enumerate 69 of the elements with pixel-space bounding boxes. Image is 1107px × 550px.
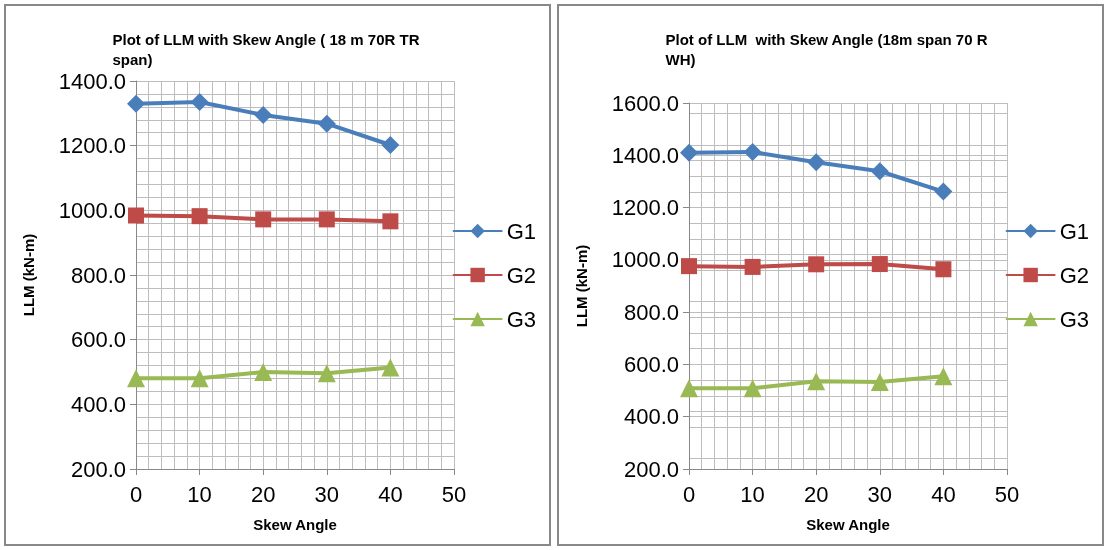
y-tick-label: 600.0 bbox=[623, 351, 679, 377]
y-tick-label: 800.0 bbox=[70, 262, 126, 288]
chart-title: Plot of LLM with Skew Angle ( 18 m 70R TR span) bbox=[112, 30, 424, 68]
point bbox=[934, 367, 953, 386]
point bbox=[381, 358, 400, 377]
y-tick-label: 1000.0 bbox=[611, 247, 679, 273]
y-tick-label: 1200.0 bbox=[611, 195, 679, 221]
y-tick-label: 1400.0 bbox=[58, 68, 126, 94]
x-tick-label: 0 bbox=[682, 481, 696, 507]
y-tick-label: 600.0 bbox=[70, 327, 126, 353]
x-tick-label: 20 bbox=[803, 481, 829, 507]
x-tick-label: 30 bbox=[867, 481, 893, 507]
legend-label: G2 bbox=[506, 262, 537, 288]
y-tick-label: 400.0 bbox=[623, 404, 679, 430]
legend-label: G2 bbox=[1059, 262, 1090, 288]
point bbox=[680, 379, 698, 398]
legend-label: G1 bbox=[1059, 218, 1090, 244]
point bbox=[254, 363, 273, 381]
point bbox=[743, 379, 762, 398]
point bbox=[871, 256, 888, 273]
x-tick-label: 10 bbox=[740, 481, 765, 507]
x-axis-title: Skew Angle bbox=[806, 516, 890, 533]
y-tick-label: 200.0 bbox=[70, 456, 126, 482]
y-tick-label: 1600.0 bbox=[611, 90, 679, 116]
x-tick-label: 40 bbox=[378, 481, 403, 507]
point bbox=[317, 114, 336, 133]
point bbox=[127, 94, 145, 113]
y-axis-title: LLM (kN-m) bbox=[20, 233, 37, 317]
point bbox=[681, 258, 697, 275]
legend-label: G1 bbox=[506, 218, 537, 244]
x-tick-label: 50 bbox=[994, 481, 1020, 507]
legend-label: G3 bbox=[1059, 306, 1090, 332]
x-tick-label: 50 bbox=[441, 481, 467, 507]
x-tick-label: 30 bbox=[314, 481, 340, 507]
point bbox=[255, 211, 272, 228]
y-axis-title: LLM (kN-m) bbox=[573, 244, 590, 328]
point bbox=[382, 213, 399, 230]
y-tick-label: 800.0 bbox=[623, 299, 679, 325]
x-tick-label: 0 bbox=[129, 481, 143, 507]
point bbox=[254, 105, 273, 124]
point bbox=[318, 211, 335, 228]
point bbox=[128, 207, 144, 224]
x-tick-label: 10 bbox=[187, 481, 212, 507]
point bbox=[743, 142, 762, 161]
y-tick-label: 1400.0 bbox=[611, 142, 679, 168]
point bbox=[191, 208, 208, 225]
chart-title: Plot of LLM with Skew Angle (18m span 70 R WH) bbox=[665, 30, 992, 68]
point bbox=[190, 369, 209, 388]
x-axis-title: Skew Angle bbox=[253, 516, 337, 533]
point bbox=[744, 258, 761, 275]
y-tick-label: 200.0 bbox=[623, 456, 679, 482]
point bbox=[317, 364, 336, 383]
x-tick-label: 40 bbox=[931, 481, 956, 507]
point bbox=[870, 372, 889, 391]
point bbox=[680, 143, 698, 162]
point bbox=[935, 261, 952, 278]
point bbox=[381, 136, 400, 155]
point bbox=[190, 93, 209, 112]
x-tick-label: 20 bbox=[250, 481, 276, 507]
y-tick-label: 400.0 bbox=[70, 391, 126, 417]
y-tick-label: 1200.0 bbox=[58, 133, 126, 159]
point bbox=[808, 256, 825, 273]
point bbox=[807, 153, 826, 172]
point bbox=[807, 372, 826, 391]
point bbox=[870, 162, 889, 181]
point bbox=[127, 369, 145, 388]
point bbox=[934, 182, 953, 201]
legend-label: G3 bbox=[506, 306, 537, 332]
y-tick-label: 1000.0 bbox=[58, 197, 126, 223]
